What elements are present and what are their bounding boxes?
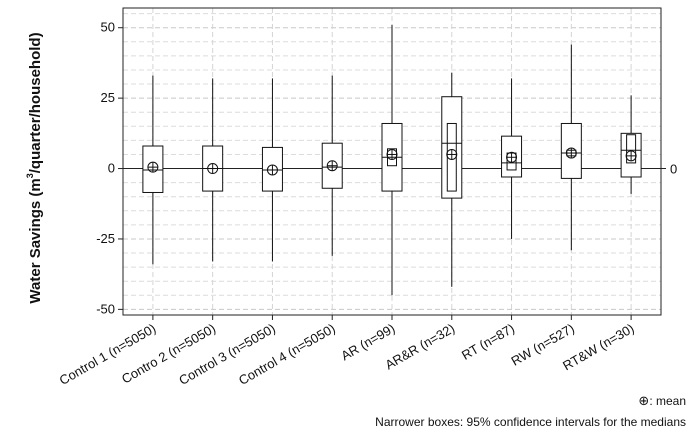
legend-mean: ⊕: mean xyxy=(638,394,686,409)
iqr-box xyxy=(441,96,463,199)
y-tick-label: -25 xyxy=(96,231,115,246)
box-9 xyxy=(620,95,642,194)
x-tick-label: Control 1 (n=5050) xyxy=(57,321,159,388)
median-ci-box xyxy=(626,134,637,164)
y-axis-label-sup: 3 xyxy=(25,173,35,178)
legend-mean-symbol: ⊕ xyxy=(638,394,649,409)
box-4 xyxy=(321,75,343,256)
box-1 xyxy=(142,75,164,265)
y-tick-label: 25 xyxy=(101,90,115,105)
y-tick-label: -50 xyxy=(96,301,115,316)
y-axis-label-main: Water Savings (m xyxy=(27,178,44,303)
boxes xyxy=(142,24,642,296)
y-axis: -50 -25 0 25 50 xyxy=(96,20,123,316)
box-3 xyxy=(261,78,283,262)
box-5 xyxy=(381,24,403,296)
y-axis-label: Water Savings (m3/quarter/household) xyxy=(25,32,44,303)
y-axis-label-rest: /quarter/household) xyxy=(27,32,44,173)
box-7 xyxy=(501,78,523,239)
y-tick-label: 50 xyxy=(101,20,115,35)
zero-reference-label: 0 xyxy=(670,162,677,177)
x-axis: Control 1 (n=5050)Contro 2 (n=5050)Contr… xyxy=(57,315,637,388)
box-8 xyxy=(560,44,582,251)
box-6 xyxy=(441,72,463,287)
box-2 xyxy=(202,78,224,262)
footnote: Narrower boxes: 95% confidence intervals… xyxy=(375,415,686,429)
legend-mean-label: : mean xyxy=(649,394,686,408)
y-tick-label: 0 xyxy=(108,161,115,176)
